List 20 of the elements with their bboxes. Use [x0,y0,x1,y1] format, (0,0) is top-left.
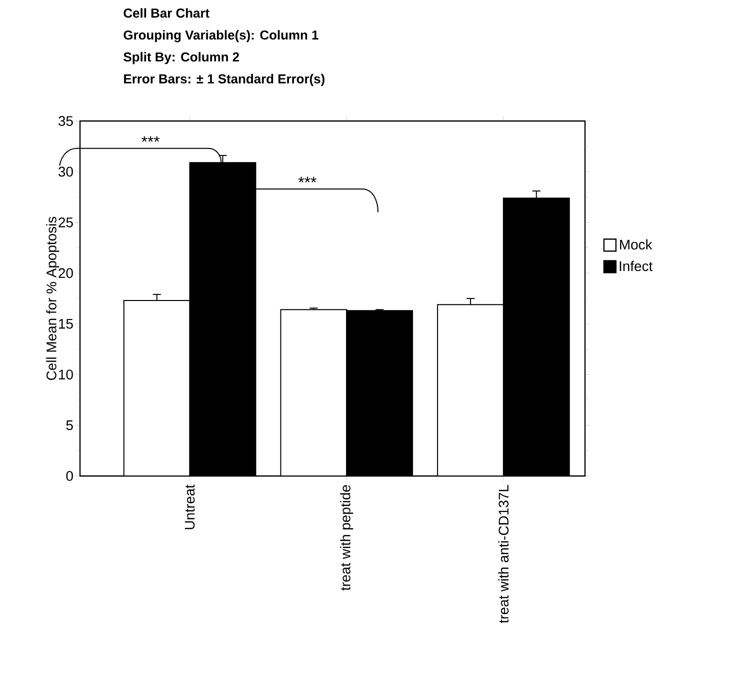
text: Split By: Column 2 [124,52,240,64]
annotation: *** [142,136,160,142]
text: Error Bars: ± 1 Standard Error(s) [124,74,324,86]
y-tick-label: 25 [58,217,73,228]
y-tick-label: 0 [66,471,73,481]
y-tick-label: 20 [58,268,73,278]
annotation: *** [298,176,316,182]
legend-label: Infect [620,260,653,272]
y-tick-label: 30 [58,166,73,177]
y-tick-label: 5 [66,420,73,430]
y-axis-title: Cell Mean for % Apoptosis [46,216,60,380]
y-tick-label: 15 [59,318,73,329]
x-tick-label: treat with peptide [340,485,354,591]
y-tick-label: 35 [58,116,73,126]
y-tick-label: 10 [59,370,73,380]
chart-title: Cell Bar Chart [124,8,210,18]
x-tick-label: Untreat [184,484,195,530]
x-tick-label: treat with anti-CD137L [498,484,509,624]
chart-subtitle: Grouping Variable(s): Column 1 [124,30,318,42]
legend-label: Mock [620,239,652,250]
